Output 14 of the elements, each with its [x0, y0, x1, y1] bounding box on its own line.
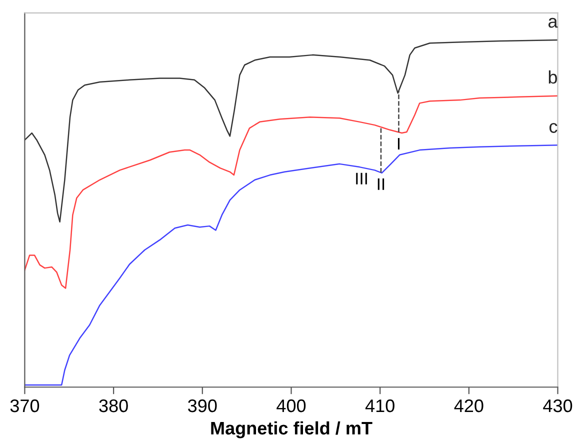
- x-tick-label: 410: [365, 399, 394, 412]
- annotation: III: [356, 172, 367, 184]
- x-tick-label: 390: [188, 399, 217, 412]
- ref-line-label: II: [378, 178, 384, 190]
- x-axis-title: Magnetic field / mT: [211, 421, 372, 438]
- x-tick-label: 400: [276, 399, 306, 412]
- ref-line-label: I: [398, 138, 400, 150]
- x-tick-label: 370: [10, 399, 40, 412]
- x-tick-label: 380: [99, 399, 128, 412]
- x-tick-label: 430: [543, 399, 572, 412]
- series-label: c: [549, 123, 558, 133]
- series-label: a: [548, 18, 558, 28]
- series-label: b: [548, 70, 557, 84]
- x-tick-label: 420: [454, 399, 484, 412]
